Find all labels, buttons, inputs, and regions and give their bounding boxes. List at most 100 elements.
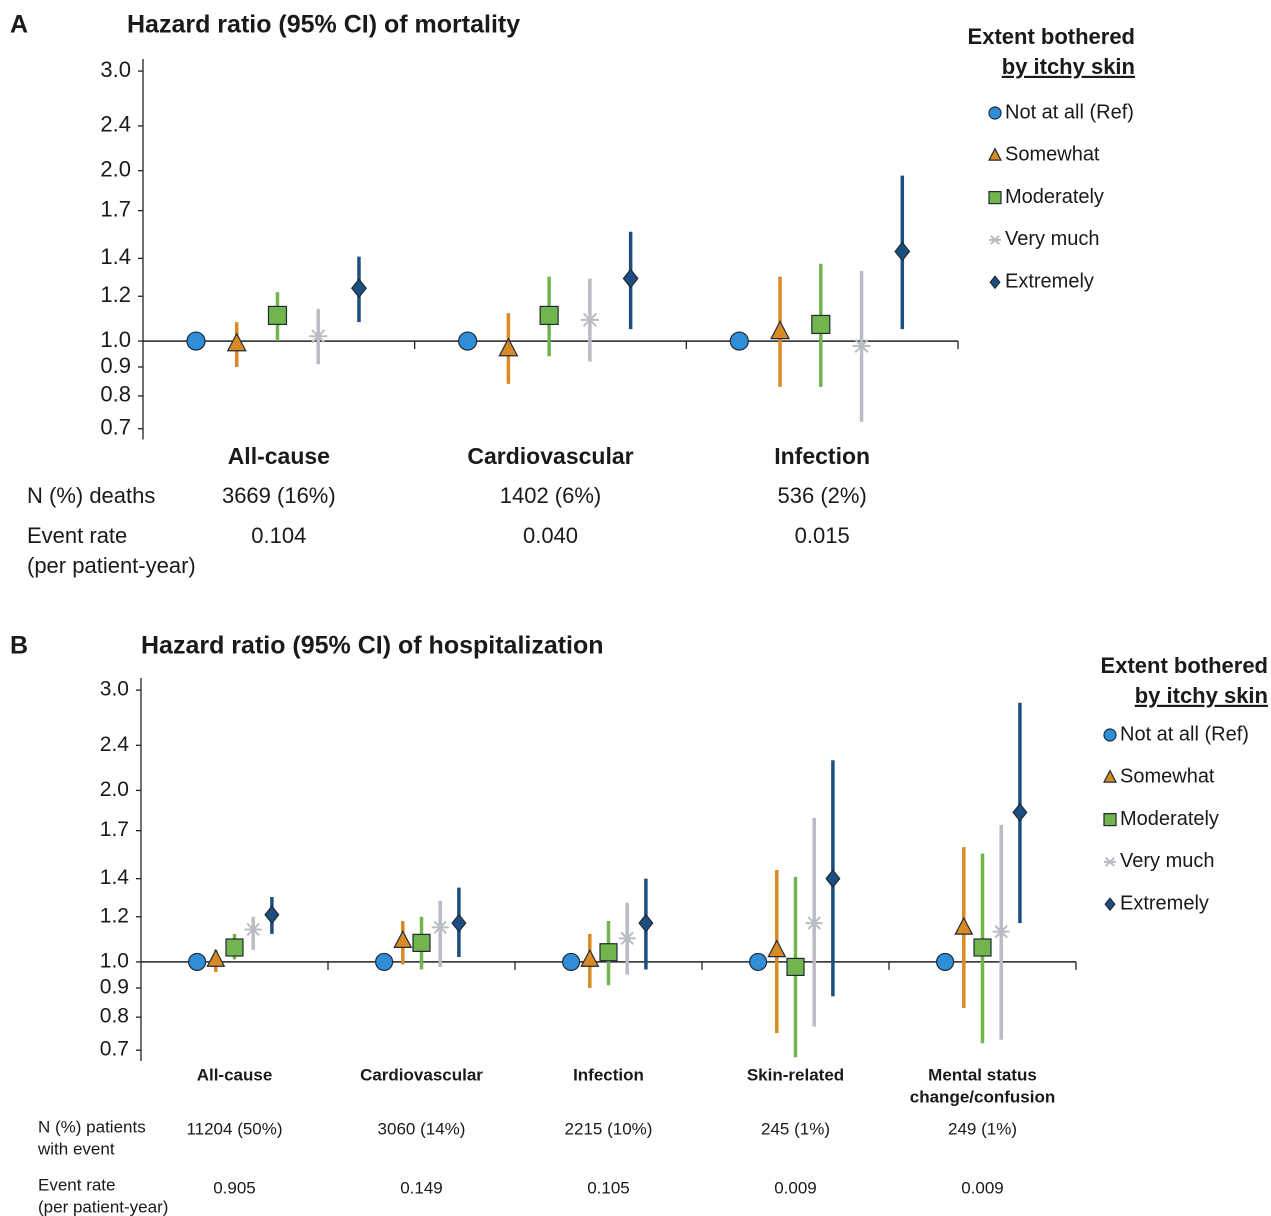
marker-square xyxy=(1103,812,1117,827)
marker-triangle xyxy=(498,337,519,357)
marker-circle xyxy=(186,331,206,351)
table-cell: 11204 (50%) xyxy=(186,1119,282,1138)
marker-circle xyxy=(561,952,581,972)
marker-asterisk xyxy=(1104,856,1116,867)
legend-label: Moderately xyxy=(1005,186,1104,208)
legend-label: Moderately xyxy=(1120,808,1219,830)
y-tick-label: 2.4 xyxy=(100,733,130,756)
marker-circle xyxy=(188,952,207,972)
marker-diamond xyxy=(1012,802,1028,822)
table-cell: 0.149 xyxy=(400,1178,443,1197)
y-tick-label: 2.4 xyxy=(100,112,131,137)
table-cell: 0.040 xyxy=(523,523,578,548)
marker-diamond xyxy=(1104,897,1116,912)
y-tick-label: 1.4 xyxy=(100,866,130,889)
legend-item: Moderately xyxy=(1103,808,1219,830)
table-cell: 536 (2%) xyxy=(778,483,867,508)
marker-square xyxy=(988,191,1002,205)
category-label: Infection xyxy=(774,443,870,469)
marker-triangle xyxy=(226,332,247,352)
legend-label: Very much xyxy=(1120,850,1214,872)
marker-square xyxy=(811,314,831,335)
legend-label: Somewhat xyxy=(1005,144,1100,166)
y-tick-label: 2.0 xyxy=(100,157,131,182)
category-label: Skin-related xyxy=(747,1065,844,1084)
category-label: Infection xyxy=(573,1065,644,1084)
marker-diamond xyxy=(638,913,654,933)
y-tick-label: 1.2 xyxy=(100,282,131,307)
y-tick-label: 3.0 xyxy=(100,678,129,701)
marker-diamond xyxy=(894,241,911,262)
legend-label: Not at all (Ref) xyxy=(1005,101,1134,123)
legend-item: Very much xyxy=(1104,850,1214,872)
marker-square xyxy=(539,305,559,326)
y-tick-label: 0.9 xyxy=(100,976,129,999)
marker-asterisk xyxy=(580,312,599,327)
marker-asterisk xyxy=(852,339,871,354)
marker-square xyxy=(786,957,805,977)
y-tick-label: 1.4 xyxy=(100,244,131,269)
table-cell: 3060 (14%) xyxy=(378,1119,466,1138)
marker-diamond xyxy=(825,869,841,889)
marker-asterisk xyxy=(431,920,449,934)
legend-label: Somewhat xyxy=(1120,766,1215,788)
panel-letter: B xyxy=(10,632,28,660)
marker-asterisk xyxy=(992,925,1010,939)
legend-item: Somewhat xyxy=(988,144,1100,166)
legend-title: Extent bothered xyxy=(968,24,1135,49)
y-tick-label: 1.0 xyxy=(100,949,129,972)
row-label: N (%) patients xyxy=(38,1117,146,1136)
marker-circle xyxy=(458,331,478,351)
row-label: (per patient-year) xyxy=(38,1197,168,1216)
legend-item: Not at all (Ref) xyxy=(988,101,1134,123)
y-tick-label: 1.0 xyxy=(100,327,131,352)
y-tick-label: 1.2 xyxy=(100,904,129,927)
panel-title: Hazard ratio (95% CI) of hospitalization xyxy=(141,632,604,660)
legend-label: Extremely xyxy=(1120,892,1209,914)
y-tick-label: 0.8 xyxy=(100,382,131,407)
panel-title: Hazard ratio (95% CI) of mortality xyxy=(127,11,520,39)
marker-circle xyxy=(729,331,749,351)
marker-circle xyxy=(935,952,955,972)
legend-label: Very much xyxy=(1005,228,1099,250)
marker-asterisk xyxy=(805,916,823,930)
legend-title: Extent bothered xyxy=(1101,653,1268,678)
y-tick-label: 0.8 xyxy=(100,1005,129,1028)
marker-triangle xyxy=(206,948,226,967)
marker-diamond xyxy=(622,268,639,289)
marker-circle xyxy=(988,106,1002,120)
y-tick-label: 0.7 xyxy=(100,415,131,440)
marker-triangle xyxy=(393,929,413,948)
marker-square xyxy=(412,933,431,952)
legend-item: Extremely xyxy=(1104,892,1209,914)
marker-triangle xyxy=(580,948,600,967)
table-cell: 0.905 xyxy=(213,1178,256,1197)
marker-triangle xyxy=(988,147,1002,161)
table-cell: 0.009 xyxy=(774,1178,817,1197)
y-tick-label: 2.0 xyxy=(100,778,129,801)
marker-circle xyxy=(1103,728,1117,742)
marker-triangle xyxy=(767,939,787,958)
marker-diamond xyxy=(264,905,280,925)
marker-circle xyxy=(375,952,394,972)
y-tick-label: 0.9 xyxy=(100,353,131,378)
category-label: Mental status xyxy=(928,1065,1037,1084)
y-tick-label: 3.0 xyxy=(100,57,131,82)
marker-asterisk xyxy=(244,922,262,937)
panel-letter: A xyxy=(10,11,28,39)
marker-circle xyxy=(748,952,768,972)
legend-title: by itchy skin xyxy=(1002,54,1135,79)
row-label: N (%) deaths xyxy=(27,483,155,508)
table-cell: 249 (1%) xyxy=(948,1119,1017,1138)
table-cell: 0.015 xyxy=(795,523,850,548)
legend-item: Not at all (Ref) xyxy=(1103,723,1249,745)
table-cell: 0.105 xyxy=(587,1178,630,1197)
marker-square xyxy=(973,938,992,957)
marker-triangle xyxy=(770,320,791,340)
marker-asterisk xyxy=(618,931,636,945)
marker-diamond xyxy=(989,275,1001,290)
marker-diamond xyxy=(451,913,467,933)
y-tick-label: 1.7 xyxy=(100,818,129,841)
marker-square xyxy=(225,938,244,957)
